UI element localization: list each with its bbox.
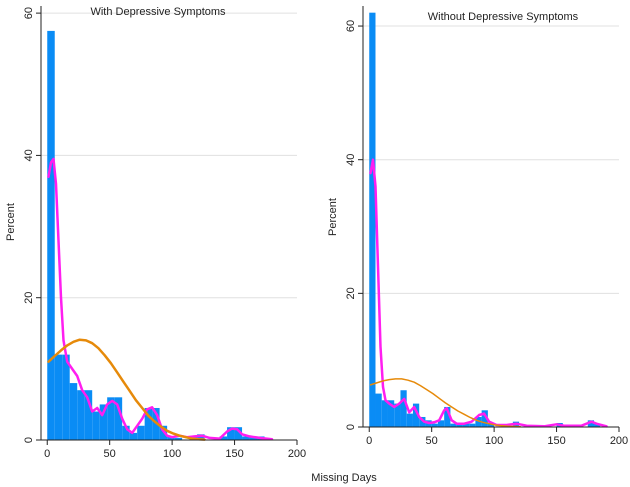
x-tick-label: 0 (366, 435, 372, 447)
histogram-bar (462, 423, 470, 427)
x-tick-label: 50 (104, 448, 116, 460)
y-tick-label: 40 (345, 154, 357, 166)
histogram-bar (69, 383, 78, 440)
y-tick-label: 60 (23, 7, 35, 19)
histogram-bar (137, 425, 145, 440)
histogram-bar (242, 436, 250, 440)
kernel-density-line (369, 158, 608, 428)
histogram-bar (412, 403, 420, 427)
panel-right: 0 20 40 60 0 50 100 150 200 Without Depressive S… (327, 6, 628, 447)
histogram-bar (84, 390, 93, 440)
y-tick-label: 40 (23, 149, 35, 161)
histogram-bar (469, 423, 476, 427)
curves-left (47, 157, 274, 441)
histogram-bar (47, 30, 55, 440)
histogram-bar (174, 437, 183, 440)
histogram-bar (450, 423, 457, 427)
normal-density-line (369, 378, 522, 428)
gridlines-left (41, 12, 297, 299)
histogram-bar (77, 390, 85, 440)
panel-title-left: With Depressive Symptoms (90, 6, 226, 18)
y-tick-label: 0 (345, 424, 357, 430)
y-tick-label: 20 (345, 287, 357, 299)
histogram-bar (129, 432, 138, 440)
histogram-bar (219, 436, 228, 440)
histogram-bar (62, 354, 70, 440)
histogram-bar (92, 411, 100, 440)
histogram-bar (122, 425, 130, 440)
histogram-bar (234, 427, 243, 440)
curves-right (369, 158, 608, 428)
x-tick-label: 100 (485, 435, 503, 447)
y-axis-label-left: Percent (5, 203, 17, 241)
shared-x-axis-label: Missing Days (311, 472, 377, 484)
x-tick-label: 200 (610, 435, 628, 447)
plot-frame-left (41, 6, 297, 440)
histogram-bar (369, 12, 376, 428)
histogram-bar (437, 420, 445, 427)
panel-left: 0 20 40 60 0 50 100 150 200 With Depressive Symp… (5, 6, 306, 460)
histogram-bar (419, 416, 426, 427)
x-tick-label: 150 (225, 448, 243, 460)
histogram-bar (487, 423, 495, 427)
histogram-bar (387, 400, 395, 427)
histogram-bar (54, 354, 63, 440)
histogram-bar (99, 404, 108, 440)
histogram-bar (227, 427, 235, 440)
histogram-bar (481, 410, 488, 427)
histogram-bar (375, 393, 382, 427)
plot-frame-right (363, 6, 619, 427)
gridlines-right (363, 25, 619, 294)
histogram-bar (444, 406, 451, 427)
histogram-bar (587, 420, 595, 427)
panel-title-right: Without Depressive Symptoms (428, 11, 579, 23)
histogram-bar (114, 397, 123, 440)
histogram-bar (594, 423, 601, 427)
x-tick-label: 50 (426, 435, 438, 447)
histogram-bar (394, 403, 401, 427)
axes-left: 0 20 40 60 0 50 100 150 200 (23, 6, 306, 460)
x-tick-label: 150 (547, 435, 565, 447)
x-tick-label: 0 (44, 448, 50, 460)
histogram-bar (381, 400, 388, 427)
histogram-bar (107, 397, 115, 440)
x-tick-label: 200 (288, 448, 306, 460)
normal-density-line (47, 338, 206, 441)
histogram-bar (475, 416, 482, 427)
y-tick-label: 0 (23, 437, 35, 443)
histogram-bar (197, 434, 205, 440)
y-tick-label: 60 (345, 20, 357, 32)
histogram-bar (456, 423, 463, 427)
histogram-bar (431, 423, 438, 427)
x-tick-label: 100 (163, 448, 181, 460)
y-axis-label-right: Percent (327, 198, 339, 236)
histogram-bar (144, 407, 153, 440)
axes-right: 0 20 40 60 0 50 100 150 200 (345, 6, 628, 447)
histogram-bar (400, 390, 407, 427)
histogram-bar (167, 436, 175, 440)
histogram-bar (406, 413, 413, 427)
y-tick-label: 20 (23, 292, 35, 304)
kernel-density-line (47, 157, 274, 441)
